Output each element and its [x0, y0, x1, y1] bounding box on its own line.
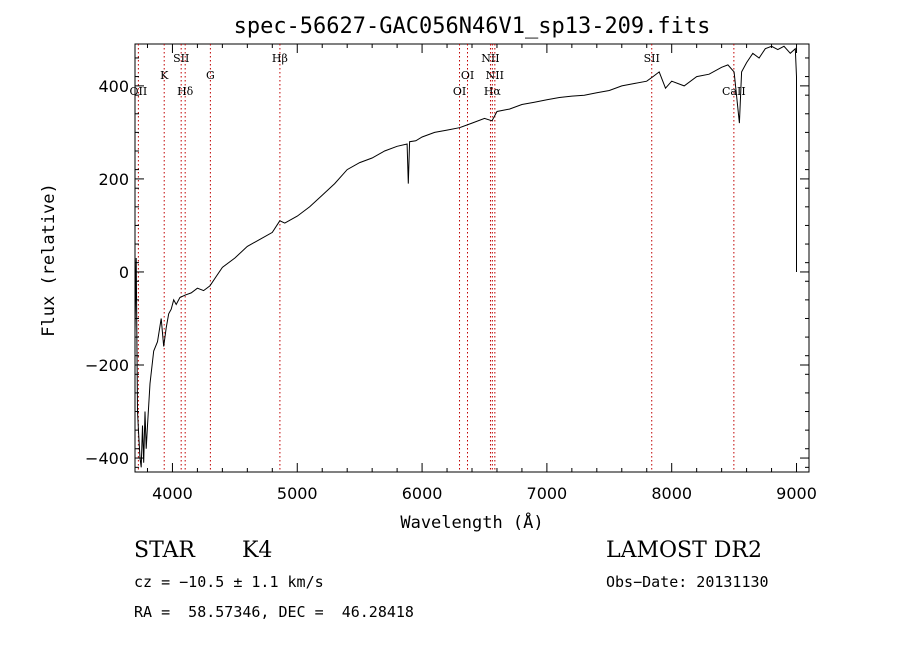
coordinates: RA = 58.57346, DEC = 46.28418 — [134, 603, 414, 621]
line-label-9: Hα — [484, 85, 502, 98]
chart-title: spec-56627-GAC056N46V1_sp13-209.fits — [234, 14, 711, 39]
line-label-10: NII — [486, 69, 504, 82]
spectral-line-labels: OII K SII Hδ G Hβ OI OI NII Hα NII SII CaII — [130, 52, 746, 98]
x-tick-label-2: 6000 — [402, 484, 443, 503]
x-tick-label-0: 4000 — [152, 484, 193, 503]
x-axis-label: Wavelength (Å) — [400, 511, 543, 533]
line-label-0: OII — [130, 85, 148, 98]
line-label-6: OI — [453, 85, 466, 98]
x-tick-label-1: 5000 — [277, 484, 318, 503]
observation-date: Obs−Date: 20131130 — [606, 573, 769, 591]
redshift-velocity: cz = −10.5 ± 1.1 km/s — [134, 573, 324, 591]
y-axis-ticks: −400 −200 0 200 400 — [85, 57, 809, 468]
line-label-12: CaII — [722, 85, 746, 98]
line-label-4: G — [206, 69, 215, 82]
line-label-2: SII — [173, 52, 189, 65]
object-class: STAR — [134, 538, 195, 563]
x-axis-ticks: 4000 5000 6000 7000 8000 9000 — [146, 44, 817, 503]
line-label-3: Hδ — [177, 85, 194, 98]
y-tick-label-2: 0 — [119, 263, 129, 282]
y-tick-label-1: −200 — [85, 356, 129, 375]
line-label-7: OI — [461, 69, 474, 82]
line-label-1: K — [160, 69, 169, 82]
line-label-11: SII — [644, 52, 660, 65]
x-tick-label-5: 9000 — [776, 484, 817, 503]
y-axis-label: Flux (relative) — [39, 183, 59, 337]
x-tick-label-3: 7000 — [527, 484, 568, 503]
object-subclass: K4 — [242, 538, 273, 563]
y-tick-label-4: 400 — [98, 77, 129, 96]
y-tick-label-3: 200 — [98, 170, 129, 189]
y-tick-label-0: −400 — [85, 449, 129, 468]
spectral-line-markers — [137, 44, 735, 472]
x-tick-label-4: 8000 — [651, 484, 692, 503]
line-label-8: NII — [481, 52, 499, 65]
survey-name: LAMOST DR2 — [606, 538, 762, 563]
line-label-5: Hβ — [272, 52, 288, 65]
flux-series-line — [134, 45, 797, 468]
plot-frame — [134, 43, 810, 473]
